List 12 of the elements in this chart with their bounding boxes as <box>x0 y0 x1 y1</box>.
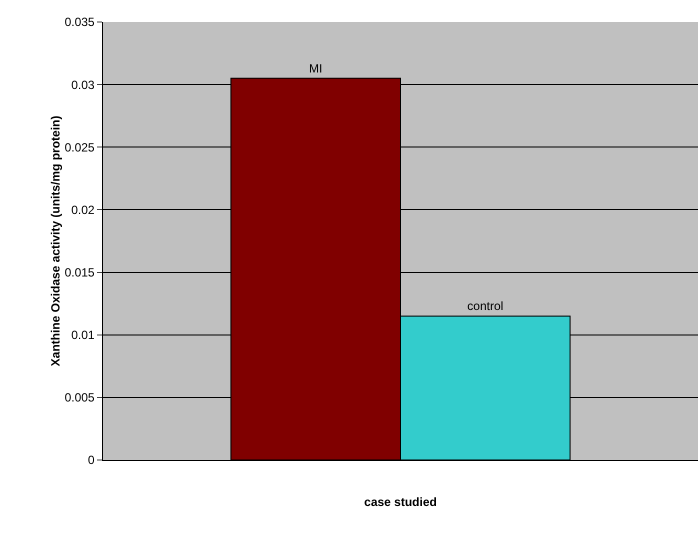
y-tick-label: 0.03 <box>71 78 95 92</box>
y-tick-label: 0.025 <box>64 140 95 154</box>
y-tick-label: 0.02 <box>71 202 95 217</box>
y-axis-title: Xanthine Oxidase activity (units/mg protein) <box>48 116 63 366</box>
y-tick-label: 0.015 <box>64 265 95 280</box>
series-label: control <box>467 299 504 314</box>
series-label: MI <box>309 61 322 76</box>
x-axis-title: case studied <box>364 495 437 509</box>
y-tick-label: 0 <box>88 453 95 468</box>
y-tick-label: 0.005 <box>64 390 95 405</box>
y-tick-label: 0.01 <box>71 328 95 342</box>
y-tick-label: 0.035 <box>64 15 95 30</box>
